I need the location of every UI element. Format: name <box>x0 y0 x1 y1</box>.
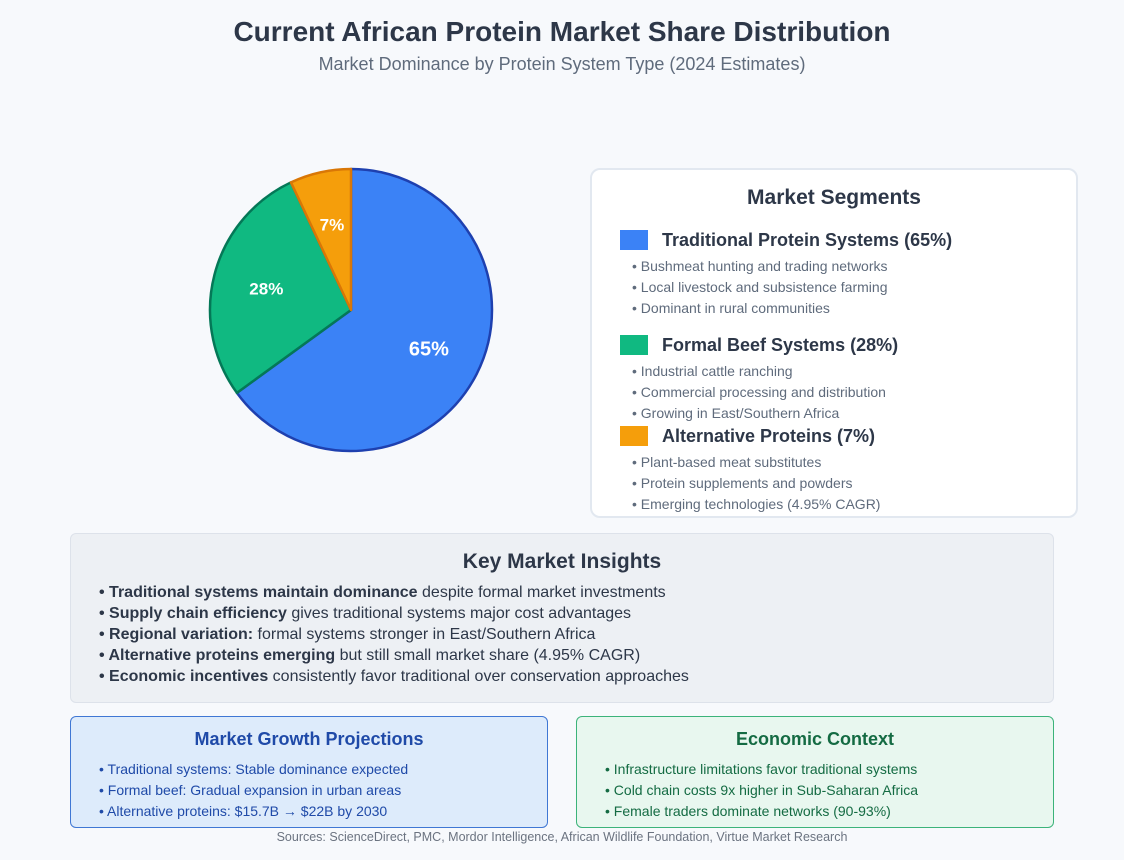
economic-title: Economic Context <box>735 729 895 749</box>
segment-bullet: Growing in East/Southern Africa <box>632 403 898 424</box>
growth-item: Formal beef: Gradual expansion in urban … <box>99 780 408 801</box>
economic-context-box: Economic Context Infrastructure limitati… <box>576 716 1054 828</box>
insight-item: Alternative proteins emerging but still … <box>99 645 689 666</box>
pie-label-alternative-proteins: 7% <box>320 216 345 235</box>
sources-note: Sources: ScienceDirect, PMC, Mordor Inte… <box>276 830 848 844</box>
segment-bullet: Emerging technologies (4.95% CAGR) <box>632 494 881 515</box>
segment-bullet: Bushmeat hunting and trading networks <box>632 256 952 277</box>
segment-title: Alternative Proteins (7%) <box>662 425 876 446</box>
insight-item: Traditional systems maintain dominance d… <box>99 582 689 603</box>
segment-alternative: Alternative Proteins (7%) Plant-based me… <box>620 424 880 515</box>
segment-formal-beef: Formal Beef Systems (28%) Industrial cat… <box>620 333 898 424</box>
page-title: Current African Protein Market Share Dis… <box>233 16 891 47</box>
key-insights-panel: Key Market Insights Traditional systems … <box>70 533 1054 703</box>
pie-slice-traditional-protein-systems <box>235 167 494 453</box>
pie-slice-alternative-proteins <box>289 167 353 312</box>
segment-bullet: Dominant in rural communities <box>632 298 952 319</box>
economic-item: Cold chain costs 9x higher in Sub-Sahara… <box>605 780 918 801</box>
segment-title: Formal Beef Systems (28%) <box>662 334 899 355</box>
formal-beef-swatch <box>620 335 648 355</box>
pie-label-traditional-protein-systems: 65% <box>409 339 449 361</box>
pie-label-formal-beef-systems: 28% <box>249 279 283 298</box>
segment-bullet: Industrial cattle ranching <box>632 361 898 382</box>
growth-item: Alternative proteins: $15.7B → $22B by 2… <box>99 801 408 822</box>
economic-item: Female traders dominate networks (90-93%… <box>605 801 918 822</box>
traditional-swatch <box>620 230 648 250</box>
alternative-swatch <box>620 426 648 446</box>
segments-title: Market Segments <box>747 186 921 209</box>
segment-title: Traditional Protein Systems (65%) <box>662 229 953 250</box>
segment-bullet: Local livestock and subsistence farming <box>632 277 952 298</box>
pie-slice-formal-beef-systems <box>208 181 353 395</box>
insight-item: Regional variation: formal systems stron… <box>99 624 689 645</box>
growth-title: Market Growth Projections <box>194 729 424 749</box>
page-subtitle: Market Dominance by Protein System Type … <box>318 54 806 74</box>
insight-item: Supply chain efficiency gives traditiona… <box>99 603 689 624</box>
insights-title: Key Market Insights <box>462 550 662 573</box>
segment-bullet: Protein supplements and powders <box>632 473 880 494</box>
insight-item: Economic incentives consistently favor t… <box>99 666 689 687</box>
segment-bullet: Commercial processing and distribution <box>632 382 898 403</box>
segment-bullet: Plant-based meat substitutes <box>632 452 880 473</box>
growth-projections-box: Market Growth Projections Traditional sy… <box>70 716 548 828</box>
growth-item: Traditional systems: Stable dominance ex… <box>99 759 409 780</box>
market-segments-panel: Market Segments Traditional Protein Syst… <box>590 168 1078 518</box>
economic-item: Infrastructure limitations favor traditi… <box>605 759 918 780</box>
segment-traditional: Traditional Protein Systems (65%) Bushme… <box>620 228 952 319</box>
pie-chart: 65% 28% 7% <box>208 167 494 453</box>
